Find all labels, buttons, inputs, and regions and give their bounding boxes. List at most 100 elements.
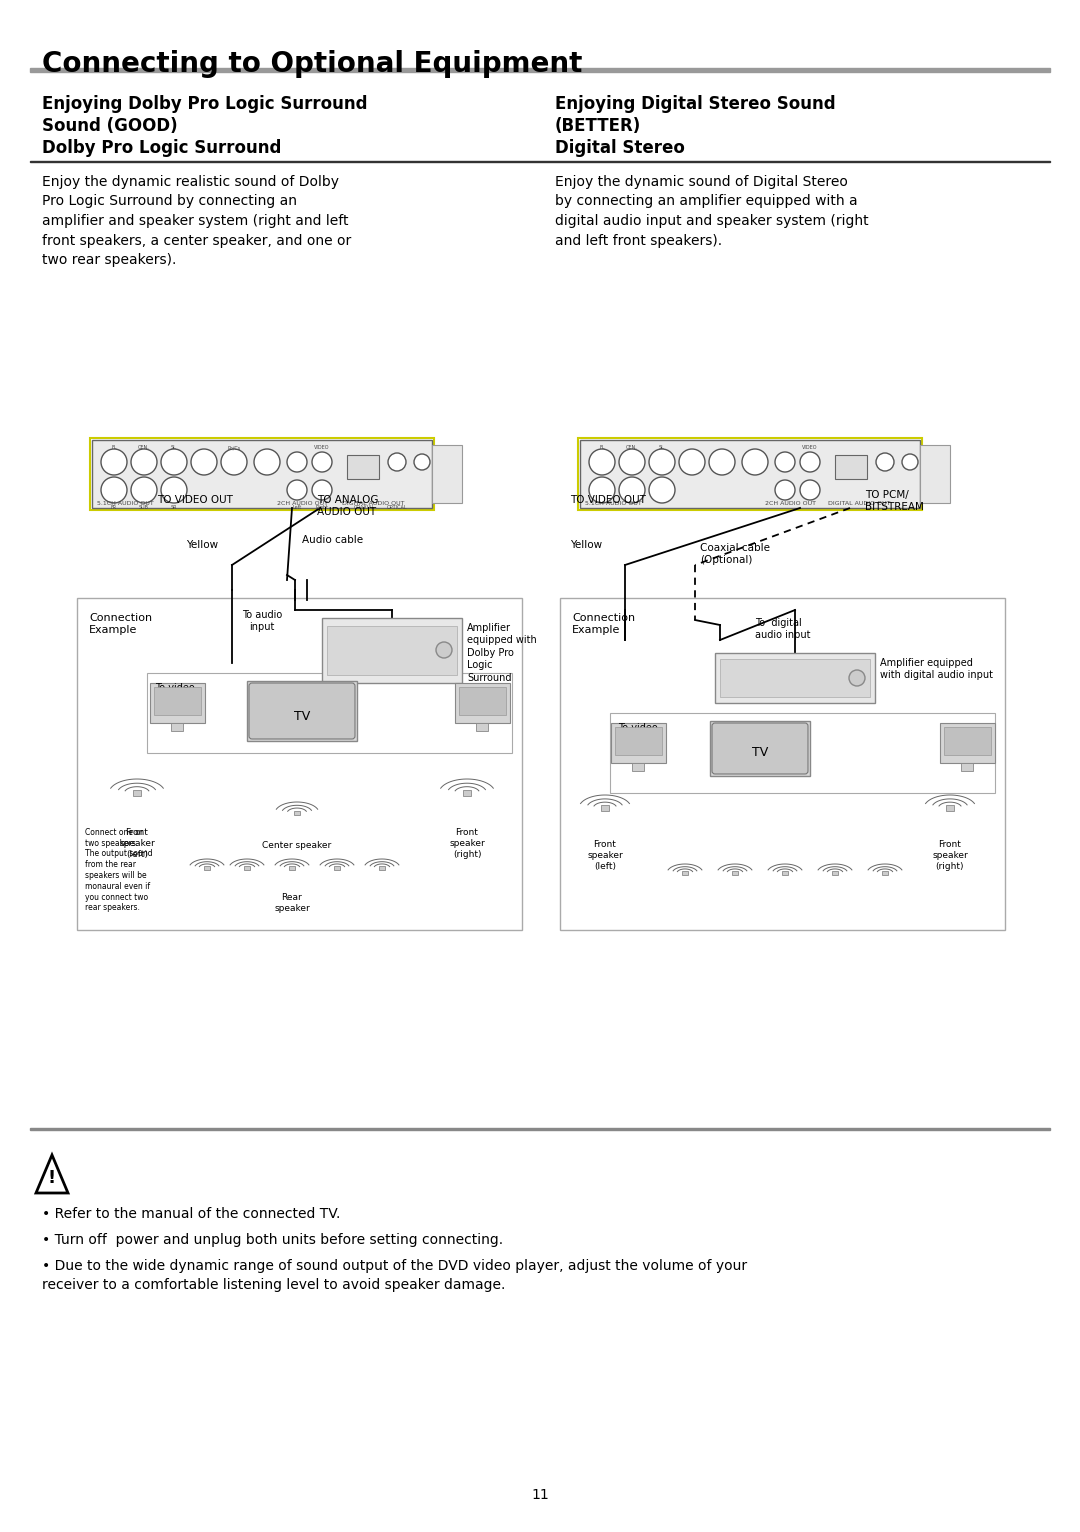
Text: To video
input: To video input [156, 683, 194, 705]
Bar [455, 683, 510, 723]
Text: Connect one or
two speakers.
The output sound
from the rear
speakers will be
mon: Connect one or two speakers. The output … [85, 827, 152, 912]
Text: Coaxial cable
(Optional): Coaxial cable (Optional) [700, 542, 770, 565]
Bar [476, 723, 488, 731]
Text: Front
speaker
(left): Front speaker (left) [588, 840, 623, 872]
Bar [561, 597, 1005, 930]
Text: Digital Stereo: Digital Stereo [555, 139, 685, 156]
Bar [463, 791, 471, 795]
Circle shape [287, 452, 307, 472]
Text: Amplifier
equipped with
Dolby Pro
Logic
Surround: Amplifier equipped with Dolby Pro Logic … [467, 624, 537, 683]
Bar [946, 806, 954, 810]
Text: • Refer to the manual of the connected TV.: • Refer to the manual of the connected T… [42, 1207, 340, 1221]
Text: Rear
speaker: Rear speaker [274, 893, 310, 913]
Bar [683, 872, 688, 875]
Bar [30, 67, 1050, 72]
Circle shape [876, 453, 894, 470]
Bar [133, 791, 141, 795]
Text: FL: FL [111, 444, 117, 450]
Bar [459, 686, 507, 715]
Circle shape [742, 449, 768, 475]
Text: • Turn off  power and unplug both units before setting connecting.: • Turn off power and unplug both units b… [42, 1233, 503, 1247]
Text: Right: Right [315, 506, 328, 510]
Bar [710, 722, 810, 777]
Text: 5.1CH AUDIO OUT: 5.1CH AUDIO OUT [97, 501, 153, 506]
Circle shape [102, 476, 127, 502]
Bar [150, 683, 205, 723]
Text: VIDEO: VIDEO [314, 444, 329, 450]
Text: OPTICAL: OPTICAL [387, 506, 407, 510]
Bar [602, 806, 609, 810]
Bar [615, 728, 662, 755]
Bar [154, 686, 201, 715]
Bar [294, 810, 300, 815]
Bar [90, 438, 434, 510]
Bar [327, 627, 457, 676]
Circle shape [312, 480, 332, 499]
Circle shape [619, 449, 645, 475]
Circle shape [161, 476, 187, 502]
Circle shape [679, 449, 705, 475]
Bar [432, 444, 462, 502]
Bar [961, 763, 973, 771]
Text: SUB: SUB [139, 506, 149, 510]
Text: Amplifier equipped
with digital audio input: Amplifier equipped with digital audio in… [880, 659, 993, 680]
Circle shape [436, 642, 453, 659]
Bar [147, 673, 512, 754]
Text: Dolby Pro Logic Surround: Dolby Pro Logic Surround [42, 139, 282, 156]
Bar [77, 597, 522, 930]
Circle shape [131, 476, 157, 502]
Bar [720, 659, 870, 697]
Circle shape [649, 476, 675, 502]
Bar [347, 455, 379, 480]
Bar [335, 866, 340, 870]
Bar [611, 723, 666, 763]
Circle shape [649, 449, 675, 475]
Bar [835, 455, 867, 480]
Text: Audio cable: Audio cable [302, 535, 363, 545]
Text: Connecting to Optional Equipment: Connecting to Optional Equipment [42, 51, 582, 78]
Bar [715, 653, 875, 703]
Text: Enjoy the dynamic sound of Digital Stereo
by connecting an amplifier equipped wi: Enjoy the dynamic sound of Digital Stere… [555, 175, 868, 248]
Text: SL: SL [659, 444, 665, 450]
Text: 11: 11 [531, 1488, 549, 1501]
Text: DIGITAL AUDIO OUT: DIGITAL AUDIO OUT [828, 501, 891, 506]
Text: Enjoying Digital Stereo Sound: Enjoying Digital Stereo Sound [555, 95, 836, 113]
Text: TO PCM/
BITSTREAM: TO PCM/ BITSTREAM [865, 490, 923, 512]
Circle shape [191, 449, 217, 475]
Text: 5.1CH AUDIO OUT: 5.1CH AUDIO OUT [585, 501, 642, 506]
Text: Left: Left [293, 506, 301, 510]
Text: CEN.: CEN. [626, 444, 638, 450]
FancyBboxPatch shape [249, 683, 355, 738]
Circle shape [102, 449, 127, 475]
Circle shape [287, 480, 307, 499]
Circle shape [902, 453, 918, 470]
Text: Front
speaker
(left): Front speaker (left) [119, 827, 154, 859]
Text: To  digital
audio input: To digital audio input [755, 617, 810, 640]
Bar [920, 444, 950, 502]
Bar [30, 1128, 1050, 1131]
Circle shape [708, 449, 735, 475]
Text: Center speaker: Center speaker [262, 841, 332, 850]
Bar [944, 728, 991, 755]
Circle shape [131, 449, 157, 475]
Text: TO ANALOG
AUDIO OUT: TO ANALOG AUDIO OUT [318, 495, 378, 518]
Circle shape [619, 476, 645, 502]
Text: VIDEO: VIDEO [802, 444, 818, 450]
Circle shape [161, 449, 187, 475]
Bar [379, 866, 384, 870]
Text: Connection
Example: Connection Example [572, 613, 635, 636]
Circle shape [312, 452, 332, 472]
Circle shape [800, 452, 820, 472]
Text: To video
input: To video input [618, 723, 658, 746]
Text: TV: TV [752, 746, 768, 760]
Text: TV: TV [294, 709, 310, 723]
Text: TO VIDEO OUT: TO VIDEO OUT [570, 495, 646, 506]
Circle shape [221, 449, 247, 475]
Bar [632, 763, 644, 771]
Text: Yellow: Yellow [570, 539, 603, 550]
Text: 2CH AUDIO OUT: 2CH AUDIO OUT [765, 501, 816, 506]
Circle shape [775, 480, 795, 499]
Text: FR: FR [111, 506, 117, 510]
Circle shape [589, 476, 615, 502]
Text: DIGITAL AUDIO OUT: DIGITAL AUDIO OUT [342, 501, 405, 506]
